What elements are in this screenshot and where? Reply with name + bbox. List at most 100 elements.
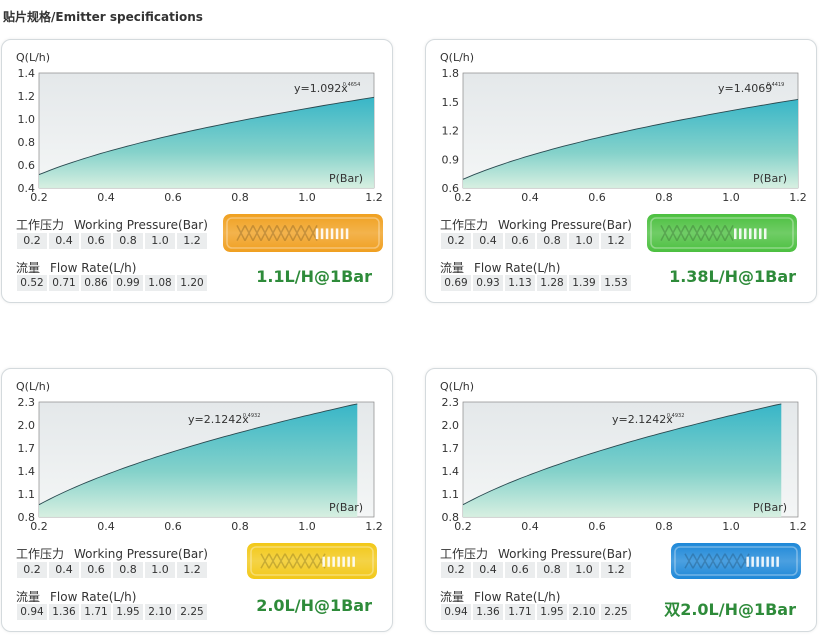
outlet-slot <box>330 228 334 240</box>
pressure-cell: 0.6 <box>81 562 111 578</box>
y-tick-label: 0.9 <box>442 153 460 166</box>
outlet-slot <box>734 228 737 240</box>
y-tick-label: 1.4 <box>18 465 36 478</box>
y-tick-label: 2.3 <box>442 396 460 409</box>
flow-label-en: Flow Rate(L/h) <box>474 261 561 275</box>
x-tick-label: 0.2 <box>454 191 472 204</box>
outlet-slot <box>345 228 349 240</box>
pressure-cell: 0.2 <box>17 233 47 249</box>
flow-label: 流量 Flow Rate(L/h) <box>440 259 560 276</box>
flow-label-en: Flow Rate(L/h) <box>474 590 561 604</box>
flow-cell: 1.71 <box>505 604 535 620</box>
flow-chart: Q(L/h) P(Bar) 0.8 1.1 1.4 1.7 2.0 2.3 0.2 0.4 0.6 0… <box>440 380 807 533</box>
x-tick-label: 1.0 <box>722 191 740 204</box>
labyrinth-channel <box>236 225 318 241</box>
outlet-slot <box>315 228 319 240</box>
pressure-values: 0.2 0.4 0.6 0.8 1.0 1.2 <box>441 233 631 249</box>
pressure-cell: 1.0 <box>569 562 599 578</box>
pressure-label-en: Working Pressure(Bar) <box>498 547 632 561</box>
flow-label: 流量 Flow Rate(L/h) <box>440 588 560 605</box>
outlet-slot <box>771 556 774 567</box>
pressure-label: 工作压力 Working Pressure(Bar) <box>16 216 208 233</box>
flow-values: 0.94 1.36 1.71 1.95 2.10 2.25 <box>441 604 631 620</box>
pressure-cell: 1.2 <box>601 233 631 249</box>
flow-chart: Q(L/h)P(Bar)0.40.60.81.01.21.40.2 0.4 0.6 0… <box>16 51 383 204</box>
pressure-label-en: Working Pressure(Bar) <box>498 218 632 232</box>
flow-area <box>39 97 374 188</box>
emitter-image <box>247 543 377 579</box>
flow-cell: 1.36 <box>473 604 503 620</box>
outlet-slot <box>335 228 339 240</box>
flow-rating: 1.38L/H@1Bar <box>669 267 796 286</box>
pressure-cell: 0.4 <box>473 233 503 249</box>
x-tick-label: 0.4 <box>521 191 539 204</box>
y-tick-label: 1.0 <box>18 113 36 126</box>
outlet-slot <box>754 228 757 240</box>
outlet-slot <box>332 556 335 567</box>
pressure-cell: 0.8 <box>113 233 143 249</box>
outlet-slot <box>320 228 324 240</box>
pressure-label: 工作压力 Working Pressure(Bar) <box>440 216 632 233</box>
flow-rating: 2.0L/H@1Bar <box>256 596 372 615</box>
x-tick-label: 1.0 <box>298 191 316 204</box>
regression-equation: y=1.092x <box>294 82 348 95</box>
outlet-slot <box>756 556 759 567</box>
x-tick-label: 0.4 <box>97 520 115 533</box>
flow-cell: 0.71 <box>49 275 79 291</box>
flow-label-en: Flow Rate(L/h) <box>50 590 137 604</box>
pressure-values: 0.2 0.4 0.6 0.8 1.0 1.2 <box>441 562 631 578</box>
outlet-slot <box>327 556 330 567</box>
y-tick-label: 0.8 <box>18 136 36 149</box>
emitter-body <box>247 543 377 579</box>
emitter-image <box>671 543 801 579</box>
flow-cell: 1.13 <box>505 275 535 291</box>
y-tick-label: 1.1 <box>442 488 460 501</box>
emitter-rim <box>250 546 374 576</box>
outlet-slot <box>739 228 742 240</box>
x-tick-label: 0.8 <box>655 520 673 533</box>
flow-cell: 0.99 <box>113 275 143 291</box>
x-tick-label: 0.8 <box>231 520 249 533</box>
flow-chart: Q(L/h) P(Bar) 0.8 1.1 1.4 1.7 2.0 2.3 0.2 0.4 0.6 0… <box>16 380 383 533</box>
flow-label: 流量 Flow Rate(L/h) <box>16 259 136 276</box>
outlet-slot <box>759 228 762 240</box>
outlet-slot <box>749 228 752 240</box>
x-tick-label: 0.2 <box>454 520 472 533</box>
outlet-slot <box>340 228 344 240</box>
pressure-cell: 0.6 <box>505 562 535 578</box>
outlet-slot <box>764 228 767 240</box>
x-axis-label: P(Bar) <box>753 501 787 514</box>
pressure-cell: 0.8 <box>537 233 567 249</box>
labyrinth-channel <box>684 553 750 569</box>
flow-label-cn: 流量 <box>440 590 465 604</box>
y-tick-label: 1.4 <box>18 67 36 80</box>
flow-cell: 0.94 <box>17 604 47 620</box>
flow-cell: 1.20 <box>177 275 207 291</box>
emitter-body <box>647 214 797 252</box>
pressure-cell: 0.8 <box>113 562 143 578</box>
pressure-cell: 1.2 <box>177 562 207 578</box>
flow-area <box>463 99 798 188</box>
flow-cell: 2.25 <box>601 604 631 620</box>
spec-card-4: Q(L/h) P(Bar) 0.8 1.1 1.4 1.7 2.0 2.3 0.2 0.4 0.6 0… <box>425 368 817 632</box>
outlet-slot <box>325 228 329 240</box>
pressure-label-cn: 工作压力 <box>440 218 489 232</box>
x-tick-label: 0.6 <box>588 191 606 204</box>
x-tick-label: 0.4 <box>521 520 539 533</box>
spec-card-3: Q(L/h) P(Bar) 0.8 1.1 1.4 1.7 2.0 2.3 0.2 0.4 0.6 0… <box>1 368 393 632</box>
y-tick-label: 1.5 <box>442 96 460 109</box>
pressure-cell: 0.2 <box>17 562 47 578</box>
flow-cell: 0.69 <box>441 275 471 291</box>
x-tick-label: 1.0 <box>722 520 740 533</box>
y-tick-label: 1.7 <box>442 442 460 455</box>
flow-cell: 0.94 <box>441 604 471 620</box>
y-axis-label: Q(L/h) <box>440 51 474 64</box>
x-axis-label: P(Bar) <box>329 501 363 514</box>
flow-label-en: Flow Rate(L/h) <box>50 261 137 275</box>
y-tick-label: 0.8 <box>442 511 460 524</box>
pressure-label-en: Working Pressure(Bar) <box>74 547 208 561</box>
regression-exponent: 0.4419 <box>767 82 785 88</box>
y-axis-label: Q(L/h) <box>16 380 50 393</box>
y-tick-label: 0.8 <box>18 511 36 524</box>
x-axis-label: P(Bar) <box>753 172 787 185</box>
